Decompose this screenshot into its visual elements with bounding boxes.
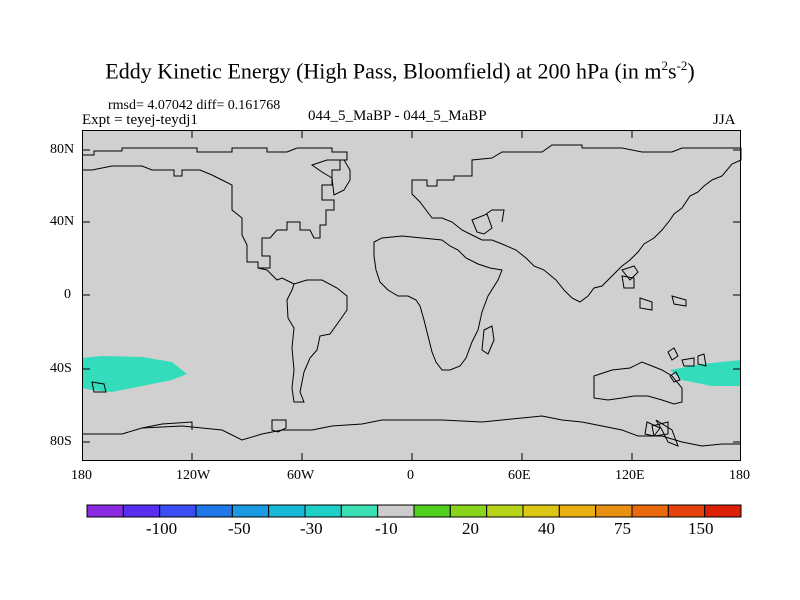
colorbar-box <box>667 504 706 518</box>
xtick-180-left: 180 <box>71 468 92 483</box>
colorbar <box>86 504 742 518</box>
ytick-80s: 80S <box>50 434 72 449</box>
ytick-0: 0 <box>64 287 71 302</box>
xtick-0: 0 <box>407 468 414 483</box>
colorbar-box <box>122 504 161 518</box>
ytick-40n: 40N <box>50 214 75 229</box>
colorbar-box <box>522 504 560 518</box>
colorbar-box <box>558 504 597 518</box>
colorbar-box <box>86 504 124 518</box>
colorbar-box <box>268 504 306 518</box>
colorbar-label: 150 <box>688 519 714 538</box>
xtick-60w: 60W <box>287 468 315 483</box>
colorbar-box <box>231 504 270 518</box>
map-plot <box>82 130 742 461</box>
xtick-60e: 60E <box>508 468 531 483</box>
colorbar-box <box>195 504 233 518</box>
season-label: JJA <box>713 112 736 128</box>
colorbar-label: -10 <box>375 519 398 538</box>
experiment-label: Expt = teyej-teydj1 <box>82 112 198 128</box>
colorbar-box <box>413 504 451 518</box>
plot-title: Eddy Kinetic Energy (High Pass, Bloomfie… <box>105 58 695 84</box>
colorbar-label: -100 <box>146 519 178 538</box>
xtick-120w: 120W <box>176 468 211 483</box>
colorbar-box <box>304 504 342 518</box>
xtick-180-right: 180 <box>729 468 750 483</box>
colorbar-box <box>449 504 488 518</box>
colorbar-box <box>631 504 669 518</box>
colorbar-box <box>377 504 415 518</box>
anomaly-patch-southern-pacific <box>82 356 187 392</box>
colorbar-label: 75 <box>614 519 631 538</box>
anomaly-patch-southern-ocean-east <box>670 360 741 386</box>
ytick-40s: 40S <box>50 361 72 376</box>
colorbar-label: -30 <box>300 519 323 538</box>
colorbar-label: 20 <box>462 519 479 538</box>
colorbar-box <box>159 504 197 518</box>
colorbar-label: 40 <box>538 519 555 538</box>
xtick-120e: 120E <box>615 468 645 483</box>
ytick-80n: 80N <box>50 142 75 157</box>
colorbar-box <box>340 504 379 518</box>
axes <box>82 130 741 461</box>
colorbar-box <box>486 504 524 518</box>
colorbar-box <box>704 504 742 518</box>
coastlines <box>82 144 742 447</box>
stats-text: rmsd= 4.07042 diff= 0.161768 <box>108 98 281 113</box>
case-label: 044_5_MaBP - 044_5_MaBP <box>308 108 487 124</box>
colorbar-label: -50 <box>228 519 251 538</box>
colorbar-box <box>595 504 633 518</box>
